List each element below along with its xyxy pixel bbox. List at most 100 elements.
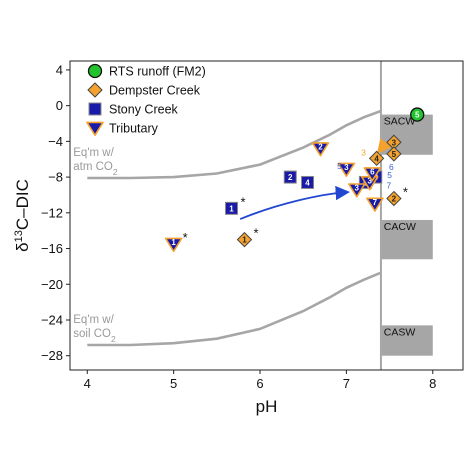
curve-label-line1: Eq'm w/ [73, 147, 114, 159]
y-tick-label: 4 [56, 62, 63, 77]
marker-shape [164, 237, 183, 253]
curve-label-line2: atm CO2 [73, 161, 118, 177]
legend-label: Stony Creek [109, 103, 179, 117]
legend-marker-square [88, 102, 102, 116]
y-tick-label: −28 [41, 348, 63, 363]
data-point-triangle-down: 1 * [164, 230, 188, 253]
marker-shape [236, 231, 253, 248]
marker-shape [410, 107, 425, 122]
data-point-label: 3 [355, 184, 360, 193]
significance-star: * [183, 230, 188, 245]
y-tick-label: −12 [41, 205, 63, 220]
data-point-label: 1 [242, 236, 247, 245]
arrows [239, 138, 392, 220]
significance-star: * [403, 185, 408, 200]
data-point-label: 4 [305, 178, 310, 187]
legend-marker-circle [87, 63, 103, 79]
data-point-label: 1 [229, 204, 234, 213]
y-tick-label: 0 [56, 98, 63, 113]
y-tick-label: −4 [48, 134, 63, 149]
data-point-label: 6 [370, 168, 375, 177]
significance-star: * [241, 194, 246, 209]
marker-shape [386, 190, 402, 207]
data-point-label: 2 [288, 173, 293, 182]
annotation-label: 3 [361, 148, 366, 158]
data-point-triangle-down: 3 [347, 183, 366, 198]
marker-shape [86, 121, 104, 136]
trend-arrow [239, 185, 350, 220]
reference-box-label: CACW [384, 221, 416, 233]
reference-box-label: SACW [384, 116, 416, 128]
marker-shape [87, 63, 103, 79]
curve-label-line1: Eq'm w/ [73, 314, 114, 326]
legend-label: Dempster Creek [109, 84, 201, 98]
data-point-square: 1 * [225, 194, 246, 215]
y-axis-title: δ13C–DIC [13, 179, 32, 252]
marker-shape [337, 162, 356, 178]
data-point-label: 5 [415, 111, 420, 120]
x-tick-label: 8 [429, 376, 436, 391]
annotation-label: 7 [386, 181, 391, 191]
reference-box-label: CASW [384, 326, 416, 338]
x-tick-label: 5 [170, 376, 177, 391]
marker-shape [87, 82, 103, 98]
x-axis-title: pH [256, 397, 278, 416]
data-point-label: 1 [171, 238, 176, 247]
significance-star: * [253, 226, 258, 241]
equilibrium-curve-soil [87, 271, 382, 347]
legend-marker-triangle-down [86, 121, 104, 136]
equilibrium-curve-atm [87, 109, 382, 180]
data-point-diamond: 1 * [236, 226, 259, 248]
y-tick-label: −8 [48, 170, 63, 185]
plot-frame [69, 60, 464, 371]
annotation-label: 5 [337, 161, 342, 171]
x-tick-label: 6 [256, 376, 263, 391]
marker-shape [368, 150, 385, 167]
data-point-label: 4 [374, 154, 379, 163]
marker-shape [301, 175, 315, 189]
y-tick-label: −16 [41, 241, 63, 256]
data-point-square: 4 [301, 175, 315, 189]
x-tick-label: 7 [343, 376, 350, 391]
y-tick-label: −24 [41, 312, 63, 327]
marker-shape [88, 102, 102, 116]
annotation-label: 6 [389, 162, 394, 172]
reference-box-casw [381, 325, 433, 356]
data-point-label: 3 [392, 138, 397, 147]
marker-shape [283, 170, 297, 184]
marker-shape [386, 146, 402, 162]
legend-label: Tributary [109, 122, 159, 136]
data-point-circle: 5 [410, 107, 425, 122]
data-point-label: 3 [344, 163, 349, 172]
data-point-label: 2 [318, 143, 323, 152]
data-point-diamond: 5 [386, 146, 402, 162]
data-point-triangle-down: 2 [311, 142, 330, 157]
data-point-diamond: 4 [368, 150, 385, 167]
legend-label: RTS runoff (FM2) [109, 65, 206, 79]
x-tick-label: 4 [84, 376, 91, 391]
data-point-label: 5 [392, 150, 397, 159]
legend-marker-diamond [87, 82, 103, 98]
trend-arrow [376, 138, 392, 155]
reference-box-cacw [381, 219, 433, 260]
curve-label-line2: soil CO2 [73, 328, 116, 344]
data-point-square: 2 [283, 170, 297, 184]
equilibrium-curves: Eq'm w/atm CO2 Eq'm w/soil CO2 [73, 109, 382, 347]
legend: RTS runoff (FM2) Dempster Creek Stony Cree… [86, 63, 206, 136]
marker-shape [347, 183, 366, 198]
marker-shape [311, 142, 330, 157]
data-point-triangle-down: 3 [337, 162, 356, 178]
data-point-label: 3 [367, 176, 372, 185]
data-point-triangle-down: 6 [363, 167, 382, 182]
annotation-label: 5 [387, 170, 392, 180]
marker-shape [225, 201, 239, 215]
reference-boxes: SACW CACW CASW [381, 114, 433, 356]
marker-shape [363, 167, 382, 182]
data-point-label: 2 [392, 195, 397, 204]
data-point-triangle-down: 7 [366, 197, 384, 212]
marker-shape [366, 197, 384, 212]
data-point-label: 7 [373, 198, 378, 207]
